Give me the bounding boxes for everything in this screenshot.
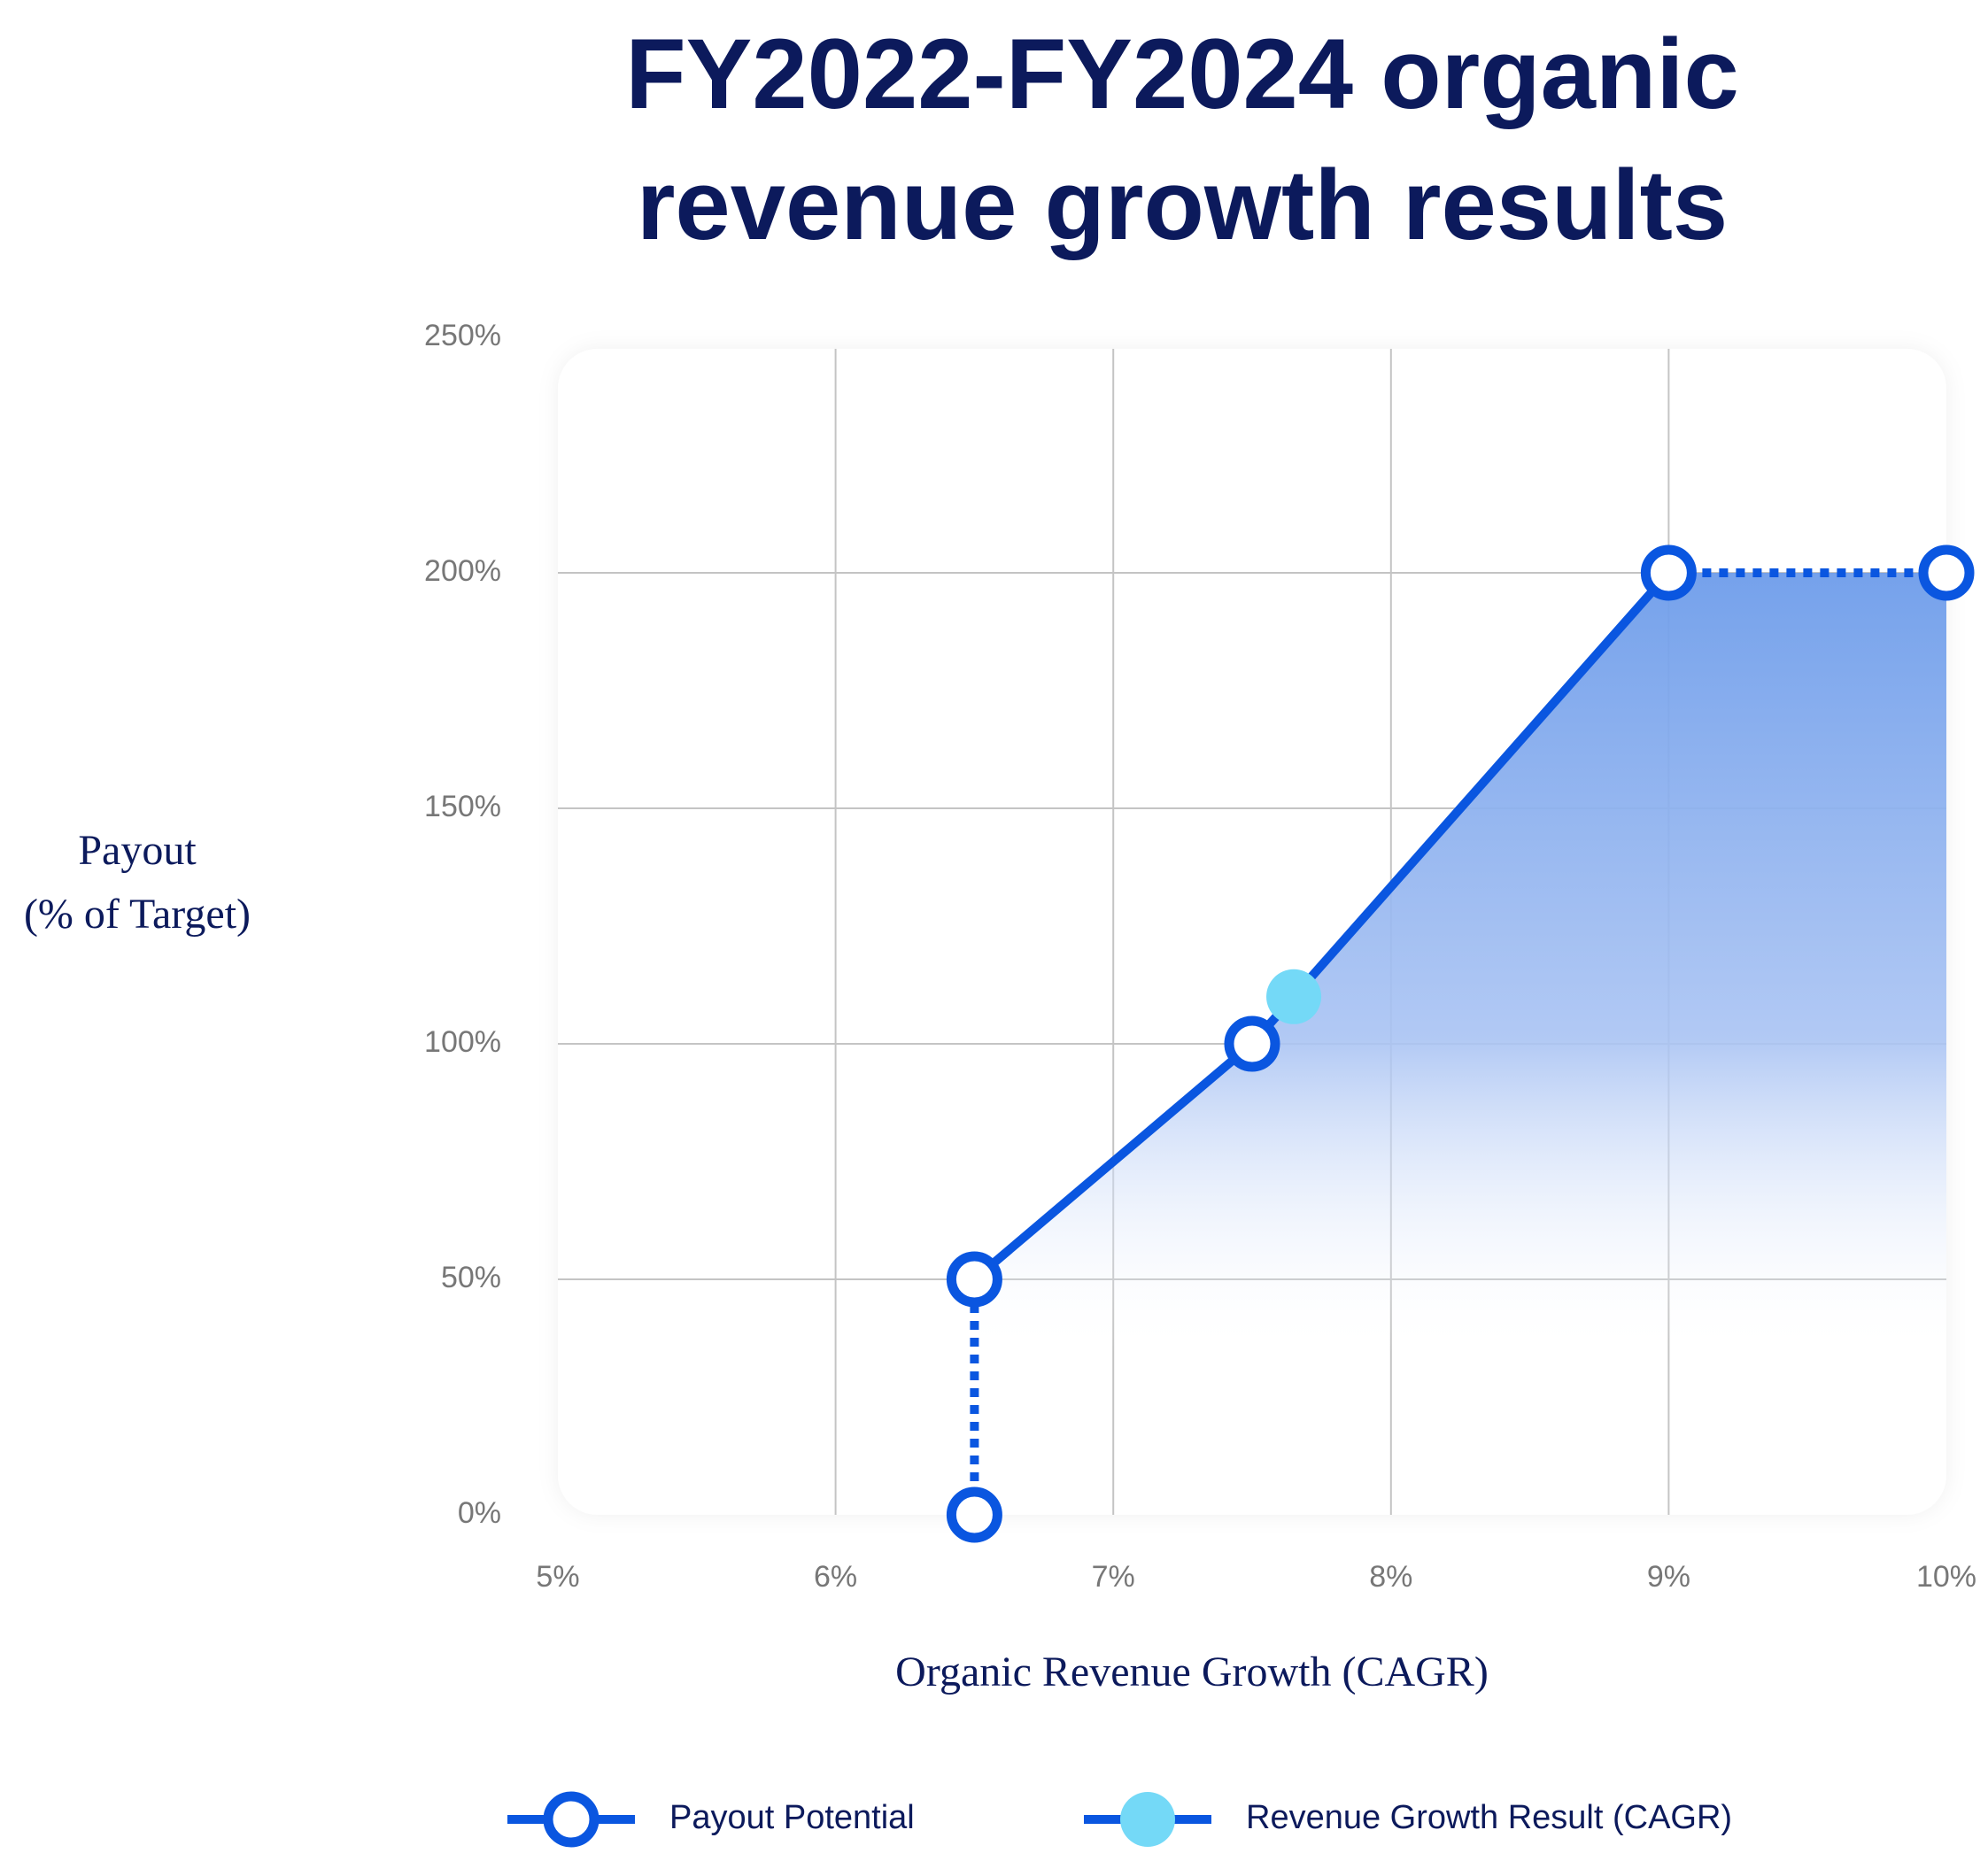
x-tick-label: 6% bbox=[814, 1560, 857, 1594]
y-tick-label: 200% bbox=[424, 554, 501, 588]
marker bbox=[1918, 544, 1975, 601]
legend-marker bbox=[1120, 1792, 1175, 1847]
x-tick-label: 10% bbox=[1916, 1560, 1976, 1594]
legend-label: Payout Potential bbox=[669, 1799, 915, 1836]
area bbox=[974, 573, 1946, 1479]
y-tick-label: 150% bbox=[424, 790, 501, 823]
x-tick-label: 8% bbox=[1369, 1560, 1412, 1594]
y-tick-label: 0% bbox=[458, 1496, 501, 1530]
legend-marker bbox=[543, 1791, 599, 1848]
x-tick-label: 7% bbox=[1092, 1560, 1135, 1594]
marker bbox=[946, 1251, 1002, 1308]
x-axis-label: Organic Revenue Growth (CAGR) bbox=[895, 1649, 1489, 1695]
x-tick-label: 9% bbox=[1647, 1560, 1690, 1594]
legend-label: Revenue Growth Result (CAGR) bbox=[1246, 1799, 1732, 1836]
y-tick-label: 100% bbox=[424, 1025, 501, 1059]
marker bbox=[1266, 969, 1322, 1024]
marker bbox=[946, 1486, 1002, 1543]
marker bbox=[1640, 544, 1697, 601]
x-tick-label: 5% bbox=[536, 1560, 579, 1594]
marker bbox=[1224, 1015, 1280, 1072]
y-tick-label: 250% bbox=[424, 319, 501, 352]
line-segment bbox=[1249, 569, 1673, 1047]
y-axis-label: Payout (% of Target) bbox=[23, 827, 251, 938]
chart-title: FY2022-FY2024 organic revenue growth res… bbox=[625, 19, 1739, 260]
line-segment bbox=[971, 1040, 1256, 1283]
y-tick-label: 50% bbox=[441, 1261, 501, 1294]
